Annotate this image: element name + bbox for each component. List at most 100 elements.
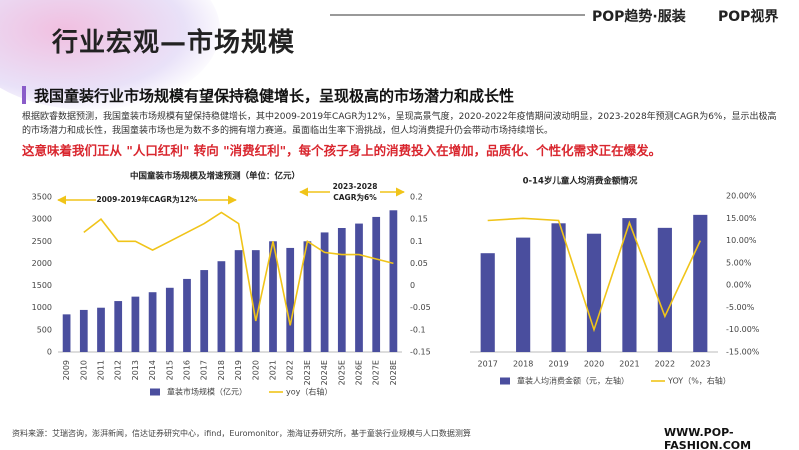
x-tick-label: 2009 xyxy=(62,360,71,380)
paragraph: 根据欧睿数据预测，我国童装市场规模有望保持稳健增长，其中2009-2019年CA… xyxy=(22,112,777,136)
bar xyxy=(372,216,381,352)
x-tick-label: 2019 xyxy=(548,360,568,369)
bar xyxy=(200,270,209,352)
y-tick-label: 0 xyxy=(47,348,52,357)
logo: POP视界 xyxy=(718,9,779,25)
y-tick-label: 2000 xyxy=(32,259,52,268)
y-tick-label: -5.00% xyxy=(726,303,755,312)
headline: 我国童装行业市场规模有望保持稳健增长，呈现极高的市场潜力和成长性 xyxy=(34,87,515,105)
bar xyxy=(516,237,531,352)
bar xyxy=(586,233,602,352)
x-tick-label: 2019 xyxy=(234,360,243,380)
bar xyxy=(97,307,105,352)
y-tick-label: 10.00% xyxy=(726,236,757,245)
y-tick-label: 0.15 xyxy=(410,215,428,224)
y-tick-label: 0.05 xyxy=(410,259,428,268)
x-tick-label: 2020 xyxy=(584,360,604,369)
y-tick-label: -0.05 xyxy=(410,303,431,312)
chart-title: 中国童装市场规模及增速预测（单位：亿元） xyxy=(130,171,300,182)
legend-swatch xyxy=(500,377,510,385)
x-tick-label: 2015 xyxy=(165,360,174,380)
x-tick-label: 2012 xyxy=(114,360,123,380)
x-tick-label: 2016 xyxy=(183,360,192,380)
bar xyxy=(183,278,191,352)
chart-title: 0-14岁儿童人均消费金额情况 xyxy=(523,176,638,187)
y-tick-label: 3000 xyxy=(32,215,52,224)
y-tick-label: -0.1 xyxy=(410,325,426,334)
bar xyxy=(657,227,672,352)
bar xyxy=(337,228,346,352)
y-tick-label: 5.00% xyxy=(726,258,752,267)
x-tick-label: 2018 xyxy=(513,360,533,369)
x-tick-label: 2024E xyxy=(320,360,329,385)
bar xyxy=(217,261,226,352)
x-tick-label: 2027E xyxy=(372,360,381,385)
x-tick-label: 2022 xyxy=(286,360,295,380)
x-tick-label: 2014 xyxy=(148,360,157,380)
bar xyxy=(303,241,312,352)
logo: POP趋势·服装 xyxy=(592,9,686,25)
annotation: 2023-2028 xyxy=(333,182,378,191)
y-tick-label: 3500 xyxy=(32,193,52,202)
bar xyxy=(286,247,295,352)
bar xyxy=(551,223,566,352)
y-tick-label: -0.15 xyxy=(410,348,431,357)
bar xyxy=(234,250,243,352)
x-tick-label: 2023 xyxy=(690,360,710,369)
x-tick-label: 2022 xyxy=(655,360,675,369)
x-tick-label: 2017 xyxy=(200,360,209,380)
bar xyxy=(480,253,495,352)
y-tick-label: 0 xyxy=(410,281,415,290)
x-tick-label: 2021 xyxy=(269,360,278,380)
legend-label: YOY（%，右轴） xyxy=(667,376,731,386)
bar xyxy=(79,309,88,352)
bar xyxy=(693,214,708,352)
legend-label: 童装人均消费金额（元，左轴） xyxy=(517,376,629,386)
legend-label: 童装市场规模（亿元） xyxy=(167,387,247,397)
y-tick-label: 1000 xyxy=(32,303,52,312)
footer-url: WWW.POP-FASHION.COM xyxy=(664,426,752,450)
bar xyxy=(148,292,157,352)
y-tick-label: -10.00% xyxy=(726,325,760,334)
y-tick-label: 15.00% xyxy=(726,214,757,223)
y-tick-label: 0.1 xyxy=(410,237,423,246)
accent-bar xyxy=(22,86,26,104)
y-tick-label: 1500 xyxy=(32,281,52,290)
x-tick-label: 2023E xyxy=(303,360,312,385)
annotation: CAGR为6% xyxy=(333,192,377,202)
y-tick-label: 0.00% xyxy=(726,281,752,290)
bar xyxy=(269,241,277,352)
y-tick-label: 500 xyxy=(37,325,52,334)
line xyxy=(83,211,394,326)
x-tick-label: 2020 xyxy=(251,360,260,380)
bar xyxy=(165,287,174,352)
y-tick-label: -15.00% xyxy=(726,348,760,357)
x-tick-label: 2011 xyxy=(97,360,106,380)
x-tick-label: 2017 xyxy=(478,360,498,369)
highlight: 这意味着我们正从 "人口红利" 转向 "消费红利"，每个孩子身上的消费投入在增加… xyxy=(22,143,662,158)
bar xyxy=(251,250,260,352)
x-tick-label: 2013 xyxy=(131,360,140,380)
source-note: 资料来源：艾瑞咨询，澎湃新闻，信达证券研究中心，ifind，Euromonito… xyxy=(12,429,471,438)
bar xyxy=(62,314,71,352)
annotation: 2009-2019年CAGR为12% xyxy=(96,194,198,204)
bar xyxy=(355,223,363,352)
x-tick-label: 2021 xyxy=(619,360,639,369)
y-tick-label: 20.00% xyxy=(726,192,757,201)
bar xyxy=(114,301,123,352)
y-tick-label: 2500 xyxy=(32,237,52,246)
y-tick-label: 0.2 xyxy=(410,193,423,202)
legend-swatch xyxy=(150,388,160,396)
x-tick-label: 2018 xyxy=(217,360,226,380)
line xyxy=(487,217,702,333)
x-tick-label: 2025E xyxy=(337,360,346,385)
page-title: 行业宏观—市场规模 xyxy=(52,28,296,58)
legend-label: yoy（右轴） xyxy=(286,387,332,397)
bar xyxy=(389,210,398,352)
x-tick-label: 2026E xyxy=(355,360,364,385)
x-tick-label: 2010 xyxy=(79,360,88,380)
bar xyxy=(131,296,140,352)
x-tick-label: 2028E xyxy=(389,360,398,385)
